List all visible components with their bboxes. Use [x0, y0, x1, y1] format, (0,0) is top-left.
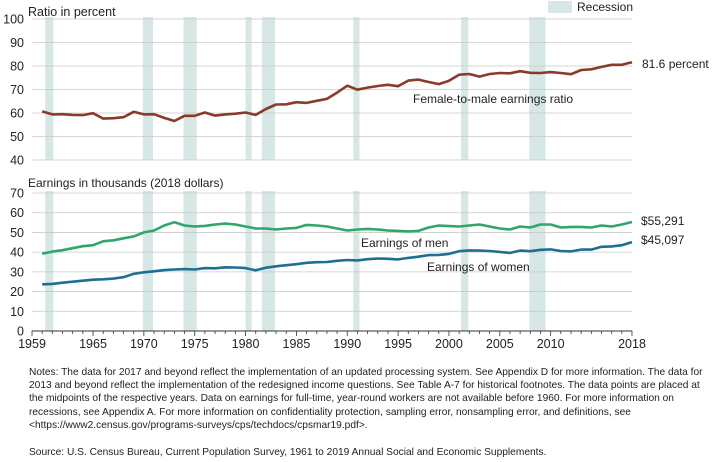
bottom-panel: 0 10 20 30 40 50 60 70 Earnings in thousands (2…	[10, 176, 685, 351]
y-tick-top-90: 90	[10, 36, 24, 50]
y-tick-top-100: 100	[3, 13, 24, 27]
x-tick-1959: 1959	[18, 337, 46, 351]
x-tick-1975: 1975	[181, 337, 209, 351]
recession-band-top-3	[183, 17, 197, 160]
y-tick-labels-top: 40 50 60 70 80 90 100	[3, 13, 24, 168]
x-tick-1990: 1990	[333, 337, 361, 351]
y-tick-labels-bottom: 0 10 20 30 40 50 60 70	[10, 187, 24, 339]
men-series-name: Earnings of men	[361, 236, 448, 250]
x-tick-1985: 1985	[283, 337, 311, 351]
recession-bands-top	[45, 17, 546, 160]
y-tick-bottom-40: 40	[10, 246, 24, 260]
y-tick-bottom-70: 70	[10, 187, 24, 201]
x-tick-2005: 2005	[486, 337, 514, 351]
x-tick-1965: 1965	[79, 337, 107, 351]
recession-band-top-8	[529, 17, 546, 160]
women-earnings-line	[42, 240, 633, 286]
women-end-label: $45,097	[641, 233, 685, 247]
bottom-y-axis-label: Earnings in thousands (2018 dollars)	[28, 176, 223, 190]
top-panel: 40 50 60 70 80 90 100 Ratio in percent Recessi…	[3, 0, 709, 168]
x-axis-ticks: 1959 1965 1970 1975 1980 1985 1990 1995 2000 2005…	[18, 331, 646, 351]
x-tick-1980: 1980	[232, 337, 260, 351]
top-y-axis-label: Ratio in percent	[28, 5, 116, 19]
y-tick-top-50: 50	[10, 130, 24, 144]
men-earnings-line	[41, 220, 633, 255]
recession-band-bottom-2	[142, 191, 154, 331]
recession-band-bottom-3	[183, 191, 197, 331]
y-tick-bottom-30: 30	[10, 265, 24, 279]
notes-text: Notes: The data for 2017 and beyond refl…	[29, 367, 703, 431]
ratio-series-line	[41, 60, 633, 123]
recession-band-bottom-4	[245, 191, 252, 331]
x-tick-2010: 2010	[537, 337, 565, 351]
recession-band-top-7	[461, 17, 469, 160]
chart-notes: Notes: The data for 2017 and beyond refl…	[29, 366, 709, 432]
recession-band-bottom-5	[261, 191, 276, 331]
x-tick-1970: 1970	[130, 337, 158, 351]
y-tick-bottom-0: 0	[17, 325, 24, 339]
y-tick-top-70: 70	[10, 83, 24, 97]
x-tick-2000: 2000	[435, 337, 463, 351]
y-tick-top-80: 80	[10, 60, 24, 74]
y-tick-bottom-20: 20	[10, 285, 24, 299]
men-end-label: $55,291	[641, 214, 685, 228]
x-tick-2018: 2018	[618, 337, 646, 351]
recession-band-bottom-8	[529, 191, 546, 331]
y-tick-top-40: 40	[10, 154, 24, 168]
gridlines-bottom	[32, 192, 632, 312]
y-tick-bottom-10: 10	[10, 305, 24, 319]
recession-band-top-1	[45, 17, 54, 160]
recession-band-bottom-7	[461, 191, 469, 331]
women-series-name: Earnings of women	[427, 260, 530, 274]
y-tick-bottom-60: 60	[10, 206, 24, 220]
recession-band-top-5	[261, 17, 276, 160]
ratio-end-label: 81.6 percent	[642, 57, 709, 71]
x-tick-1995: 1995	[384, 337, 412, 351]
y-tick-bottom-50: 50	[10, 226, 24, 240]
recession-band-top-2	[142, 17, 154, 160]
chart-source: Source: U.S. Census Bureau, Current Popu…	[29, 447, 547, 458]
recession-band-bottom-1	[45, 191, 54, 331]
recession-band-top-4	[245, 17, 252, 160]
recession-legend-label: Recession	[577, 0, 633, 14]
ratio-series-name: Female-to-male earnings ratio	[413, 92, 573, 106]
recession-legend-swatch	[548, 1, 572, 13]
y-tick-top-60: 60	[10, 107, 24, 121]
